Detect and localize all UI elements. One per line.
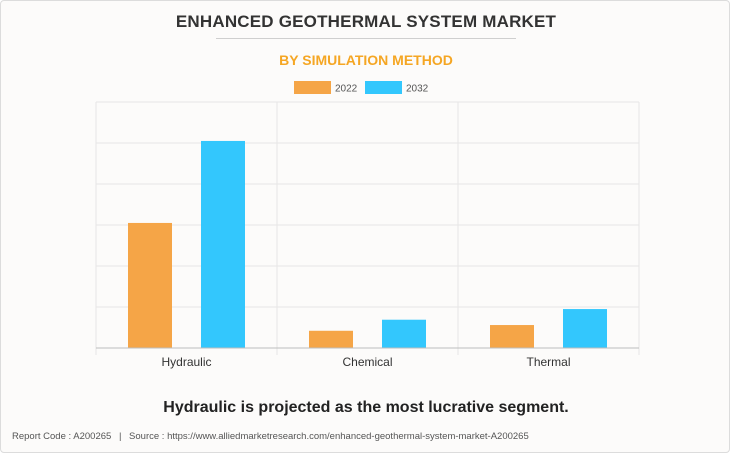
bar-chemical-2022 — [309, 330, 353, 348]
bar-chemical-2032 — [382, 319, 426, 348]
legend-swatch-2022 — [294, 81, 331, 94]
title-divider — [216, 38, 516, 39]
legend-label-2022: 2022 — [335, 84, 358, 95]
bar-hydraulic-2032 — [201, 140, 245, 348]
chart-subtitle: BY SIMULATION METHOD — [279, 52, 453, 68]
x-axis-labels: Hydraulic Chemical Thermal — [161, 355, 570, 369]
x-tick-label-hydraulic: Hydraulic — [161, 355, 211, 369]
gridlines — [95, 101, 640, 355]
footer-source: Report Code : A200265 | Source : https:/… — [12, 431, 529, 442]
key-finding-text: Hydraulic is projected as the most lucra… — [163, 399, 569, 416]
footer-separator: | — [118, 431, 122, 442]
legend-swatch-2032 — [365, 81, 402, 94]
chart-title: ENHANCED GEOTHERMAL SYSTEM MARKET — [175, 12, 557, 31]
report-code: Report Code : A200265 — [12, 431, 112, 442]
source-text: Source : https://www.alliedmarketresearc… — [129, 431, 529, 442]
x-tick-label-chemical: Chemical — [342, 355, 392, 369]
bar-hydraulic-2022 — [128, 222, 172, 348]
legend: 2022 2032 — [294, 81, 429, 95]
x-tick-label-thermal: Thermal — [526, 355, 570, 369]
bar-thermal-2032 — [563, 309, 607, 348]
legend-label-2032: 2032 — [406, 84, 429, 95]
bar-thermal-2022 — [490, 325, 534, 348]
bars — [128, 140, 607, 348]
